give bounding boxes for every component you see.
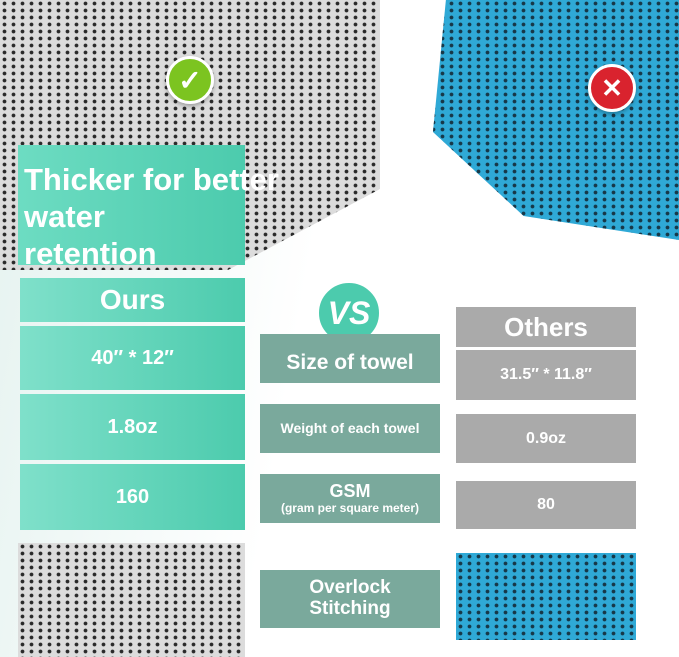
- headline-box: Thicker for better water retention: [18, 145, 279, 271]
- headline-line2: water retention: [24, 199, 157, 272]
- criteria-size: Size of towel: [260, 334, 440, 383]
- others-gsm: 80: [456, 481, 636, 529]
- others-towel-image: [432, 0, 679, 240]
- criteria-overlock-label: Overlock: [309, 577, 391, 599]
- criteria-gsm: GSM (gram per square meter): [260, 474, 440, 523]
- ours-weight: 1.8oz: [20, 394, 245, 460]
- criteria-weight-label: Weight of each towel: [280, 419, 420, 436]
- check-icon: ✓: [166, 56, 214, 104]
- criteria-gsm-sub: (gram per square meter): [280, 500, 420, 515]
- criteria-overlock: Overlock Stitching: [260, 570, 440, 628]
- others-stitching-image: [456, 553, 636, 640]
- ours-stitching-image: [18, 543, 245, 657]
- criteria-gsm-label: GSM: [329, 481, 371, 501]
- criteria-size-label: Size of towel: [286, 350, 414, 374]
- x-icon: ✕: [588, 64, 636, 112]
- others-weight: 0.9oz: [456, 414, 636, 463]
- others-size: 31.5″ * 11.8″: [456, 350, 636, 400]
- criteria-overlock-sub: Stitching: [309, 598, 391, 619]
- ours-gsm: 160: [20, 464, 245, 530]
- headline-line1: Thicker for better: [24, 162, 279, 197]
- others-header: Others: [456, 307, 636, 347]
- ours-size: 40″ * 12″: [20, 326, 245, 390]
- criteria-weight: Weight of each towel: [260, 404, 440, 453]
- ours-header: Ours: [20, 278, 245, 322]
